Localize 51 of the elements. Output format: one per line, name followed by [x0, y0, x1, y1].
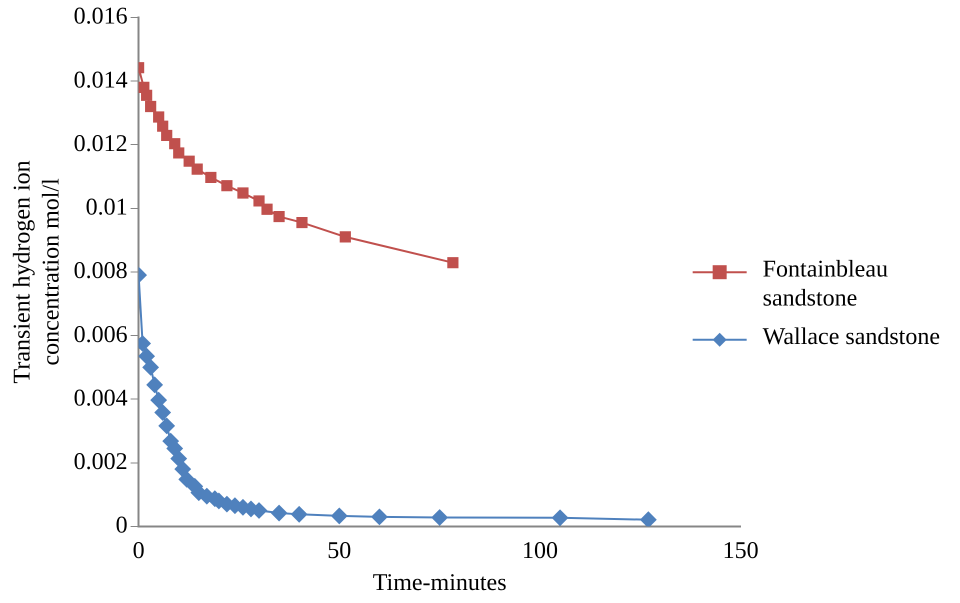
- point: [205, 172, 216, 184]
- point: [221, 180, 232, 192]
- point: [371, 508, 388, 525]
- point: [447, 257, 458, 268]
- y-tick-label: 0.008: [74, 258, 128, 284]
- point: [331, 508, 348, 524]
- legend-label: Fontainbleau sandstone: [762, 256, 888, 312]
- point: [184, 156, 195, 167]
- point: [178, 471, 195, 488]
- point: [271, 505, 288, 522]
- point: [173, 147, 184, 159]
- point: [142, 359, 159, 376]
- point: [640, 512, 656, 526]
- point: [291, 506, 308, 522]
- point: [138, 348, 155, 364]
- point: [192, 164, 203, 175]
- point: [145, 100, 156, 112]
- point: [174, 461, 191, 478]
- point: [154, 404, 171, 421]
- point: [141, 90, 152, 101]
- point: [340, 231, 351, 243]
- y-tick-label: 0.01: [86, 194, 128, 221]
- y-tick-label: 0.004: [74, 385, 128, 412]
- y-tick-label: 0.014: [74, 67, 128, 94]
- x-tick-label: 0: [132, 538, 145, 564]
- point: [552, 510, 568, 526]
- x-tick-label: 100: [522, 538, 558, 564]
- legend-label: Wallace sandstone: [762, 324, 940, 350]
- point: [261, 204, 273, 215]
- point: [150, 392, 167, 408]
- y-tick-label: 0.006: [74, 322, 128, 348]
- y-tick-label: 0.016: [74, 4, 128, 30]
- point: [158, 418, 175, 434]
- x-axis-title: Time-minutes: [372, 570, 507, 596]
- point: [169, 138, 180, 150]
- point: [237, 187, 249, 199]
- point: [253, 195, 265, 207]
- point: [273, 210, 285, 222]
- point: [153, 111, 164, 123]
- point: [161, 130, 172, 142]
- y-tick-label: 0: [116, 512, 128, 539]
- point: [432, 509, 448, 526]
- x-tick-label: 150: [722, 538, 759, 564]
- point: [170, 450, 187, 467]
- point: [146, 376, 163, 393]
- point: [157, 120, 168, 132]
- x-tick-label: 50: [327, 538, 352, 564]
- y-tick-label: 0.002: [74, 449, 128, 476]
- y-tick-label: 0.012: [74, 130, 128, 157]
- y-axis-title: Transient hydrogen ion concentration mol/l: [10, 160, 64, 384]
- point: [296, 216, 308, 228]
